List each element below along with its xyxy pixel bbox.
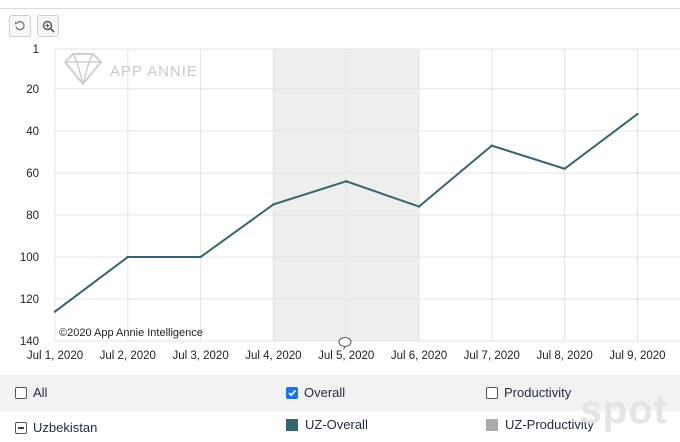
country-uzbekistan[interactable]: Uzbekistan [15, 420, 97, 435]
y-tick-label: 20 [26, 84, 39, 96]
uz-overall-label: UZ-Overall [305, 417, 368, 432]
data-point [563, 167, 566, 170]
uz-productivity-swatch [486, 418, 498, 431]
y-tick-label: 1 [33, 44, 39, 56]
all-checkbox[interactable] [15, 386, 27, 399]
filter-overall[interactable]: Overall [286, 385, 345, 400]
x-tick-label: Jul 3, 2020 [172, 350, 228, 362]
checkmark-icon [288, 389, 297, 396]
zoom-in-icon [42, 20, 55, 33]
legend-uz-overall[interactable]: UZ-Overall [286, 417, 368, 432]
legend-series-row: Uzbekistan UZ-Overall UZ-Productivity [0, 411, 680, 442]
collapse-country-checkbox[interactable] [15, 421, 27, 434]
x-tick-label: Jul 9, 2020 [609, 350, 665, 362]
data-point [636, 112, 639, 116]
app-annie-watermark: APP ANNIE [63, 53, 198, 86]
productivity-checkbox[interactable] [486, 386, 498, 399]
data-point [53, 310, 57, 313]
series-markers [53, 112, 639, 313]
navigator-handle-icon[interactable] [338, 337, 352, 350]
y-tick-label: 40 [26, 126, 39, 138]
x-tick-label: Jul 6, 2020 [391, 350, 447, 362]
legend-filter-row: All Overall Productivity [0, 375, 680, 411]
legend-uz-productivity[interactable]: UZ-Productivity [486, 417, 594, 432]
y-tick-label: 60 [26, 168, 39, 180]
uz-productivity-label: UZ-Productivity [505, 417, 594, 432]
data-point [126, 255, 129, 259]
filter-productivity-label: Productivity [504, 385, 572, 400]
y-tick-label: 120 [20, 294, 39, 306]
y-tick-label: 140 [20, 336, 39, 348]
diamond-logo-icon [63, 53, 103, 86]
filter-all[interactable]: All [15, 385, 47, 400]
filter-all-label: All [33, 385, 48, 400]
x-tick-label: Jul 1, 2020 [27, 350, 83, 362]
y-tick-label: 80 [26, 210, 39, 222]
y-tick-label: 100 [20, 252, 39, 264]
watermark-text: APP ANNIE [110, 63, 198, 80]
undo-icon [15, 21, 25, 31]
data-point [199, 255, 202, 259]
x-axis-ticks: Jul 1, 2020 Jul 2, 2020 Jul 3, 2020 Jul 4, … [27, 350, 666, 362]
minus-icon [18, 426, 24, 429]
reset-zoom-button[interactable] [9, 15, 31, 37]
x-tick-label: Jul 2, 2020 [100, 350, 156, 362]
x-tick-label: Jul 5, 2020 [318, 350, 374, 362]
x-tick-label: Jul 8, 2020 [536, 350, 592, 362]
zoom-in-button[interactable] [37, 15, 59, 37]
data-point [272, 203, 275, 206]
x-tick-label: Jul 4, 2020 [245, 350, 301, 362]
copyright-notice: ©2020 App Annie Intelligence [59, 327, 203, 339]
overall-checkbox[interactable] [286, 386, 298, 399]
filter-overall-label: Overall [304, 385, 346, 400]
x-tick-label: Jul 7, 2020 [464, 350, 520, 362]
data-point [345, 180, 348, 183]
data-point [417, 205, 421, 208]
grid-lines [54, 48, 680, 342]
top-divider [0, 8, 680, 9]
country-label: Uzbekistan [33, 420, 98, 435]
data-point [490, 144, 493, 147]
spot-watermark: spot [579, 388, 668, 432]
uz-overall-swatch [286, 418, 298, 431]
filter-productivity[interactable]: Productivity [486, 385, 571, 400]
